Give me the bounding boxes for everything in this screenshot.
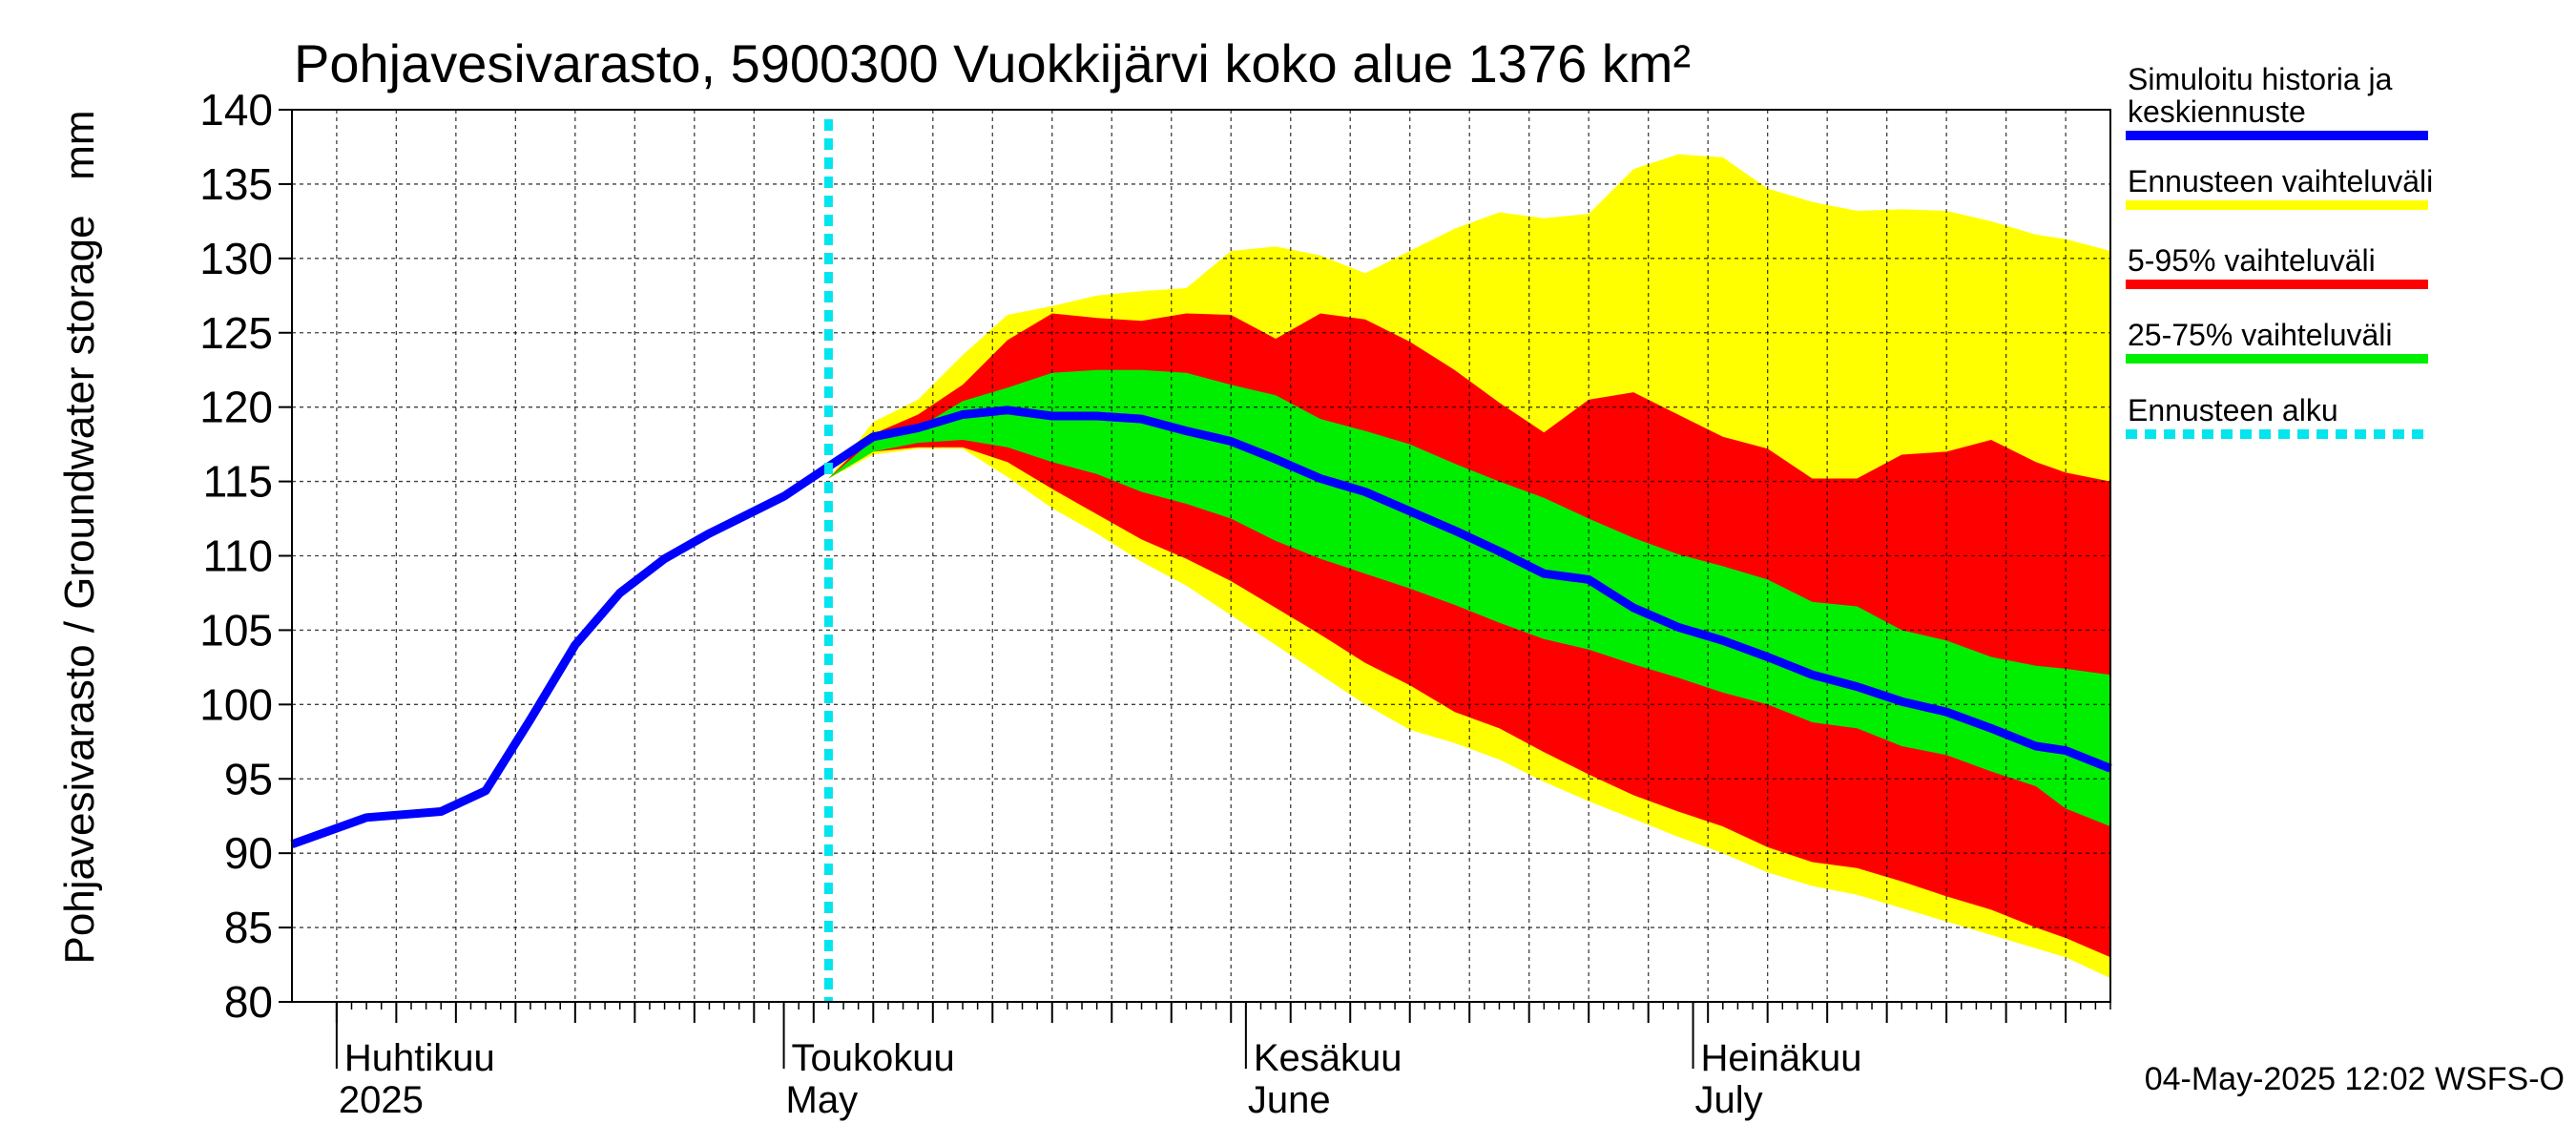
- y-tick-label: 95: [224, 754, 273, 803]
- legend-label: keskiennuste: [2128, 94, 2306, 129]
- y-tick-label: 90: [224, 828, 273, 878]
- y-tick-label: 110: [203, 531, 273, 581]
- y-tick-label: 130: [199, 234, 273, 283]
- x-month-label-en: May: [786, 1079, 859, 1121]
- x-month-label-fi: Toukokuu: [792, 1037, 955, 1079]
- axes: 80 85 90 95 100 105 110 115 120 125 130 135 140 Huhti…: [199, 85, 2111, 1121]
- legend-label: Ennusteen vaihteluväli: [2128, 164, 2433, 198]
- legend-label: 25-75% vaihteluväli: [2128, 318, 2393, 352]
- y-tick-label: 105: [199, 605, 273, 655]
- y-tick-label: 125: [199, 308, 273, 358]
- grid-lines: [292, 109, 2110, 1003]
- x-month-label-en: July: [1695, 1079, 1763, 1121]
- series-line-simulated-median: [290, 406, 2112, 849]
- legend-label: Simuloitu historia ja: [2128, 62, 2393, 96]
- x-month-label-en: 2025: [339, 1079, 424, 1121]
- chart-title: Pohjavesivarasto, 5900300 Vuokkijärvi ko…: [294, 33, 1691, 94]
- y-tick-label: 100: [199, 679, 273, 729]
- x-month-label-fi: Kesäkuu: [1254, 1037, 1402, 1079]
- y-tick-label: 135: [199, 159, 273, 209]
- y-tick-label: 120: [199, 383, 273, 432]
- y-tick-label: 85: [224, 903, 273, 952]
- band-25-75: [828, 369, 2110, 827]
- x-month-label-fi: Heinäkuu: [1701, 1037, 1862, 1079]
- forecast-bands: [828, 154, 2110, 979]
- legend-label: Ennusteen alku: [2128, 393, 2338, 427]
- y-axis-label: Pohjavesivarasto / Groundwater storage m…: [56, 110, 103, 964]
- x-month-label-fi: Huhtikuu: [344, 1037, 495, 1079]
- y-tick-label: 80: [224, 977, 273, 1027]
- legend-label: 5-95% vaihteluväli: [2128, 243, 2376, 278]
- series-lines: [290, 119, 2112, 1002]
- y-tick-label: 115: [203, 457, 273, 507]
- x-month-label-en: June: [1248, 1079, 1331, 1121]
- y-tick-label: 140: [199, 85, 273, 135]
- footer-timestamp: 04-May-2025 12:02 WSFS-O: [2145, 1061, 2565, 1097]
